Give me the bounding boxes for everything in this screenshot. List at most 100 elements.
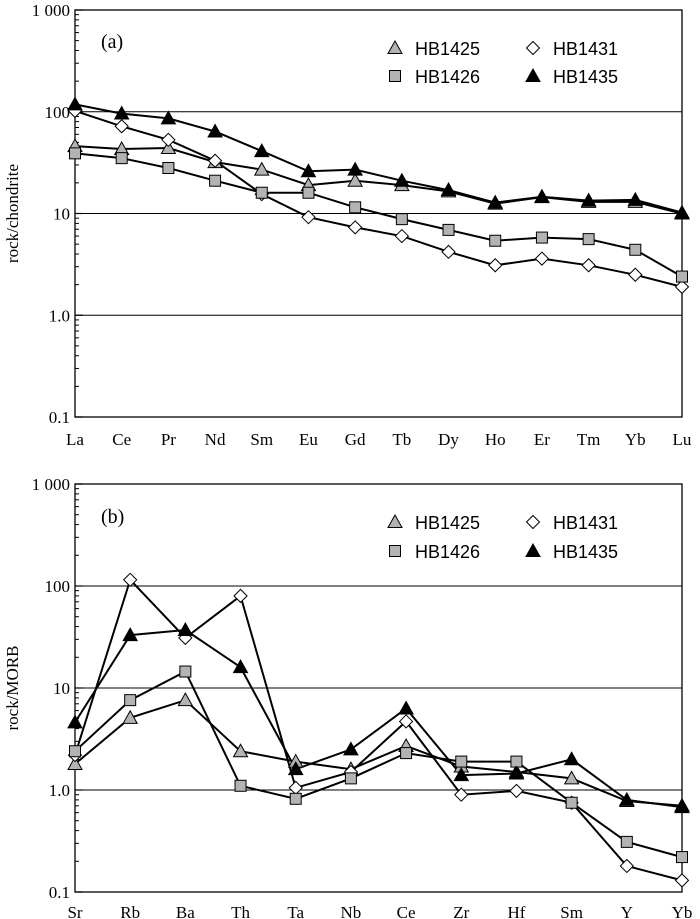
data-point-HB1425 xyxy=(232,743,249,758)
data-point-HB1426 xyxy=(400,747,413,760)
legend-label: HB1431 xyxy=(553,39,618,59)
series-line-HB1431 xyxy=(74,109,683,288)
data-point-HB1426 xyxy=(302,186,315,199)
data-point-HB1425 xyxy=(347,172,364,187)
data-point-HB1426 xyxy=(510,755,523,768)
legend-marker-HB1426 xyxy=(389,70,401,82)
x-tick-label: Pr xyxy=(161,430,176,449)
x-tick-label: La xyxy=(66,430,84,449)
panel-label: (a) xyxy=(101,31,123,53)
data-point-HB1426 xyxy=(455,755,468,768)
data-point-HB1435 xyxy=(674,799,690,814)
y-tick-label: 1 000 xyxy=(32,475,70,494)
data-point-HB1431 xyxy=(233,588,248,604)
data-point-HB1431 xyxy=(207,153,223,168)
x-tick-label: Eu xyxy=(299,430,318,449)
data-point-HB1435 xyxy=(287,761,304,776)
x-tick-label: Y xyxy=(621,903,633,919)
data-point-HB1431 xyxy=(288,780,303,796)
x-tick-label: Sm xyxy=(250,430,273,449)
data-point-HB1435 xyxy=(343,741,359,756)
x-tick-label: Ce xyxy=(397,903,416,919)
x-tick-label: Er xyxy=(534,430,550,449)
data-point-HB1435 xyxy=(618,791,635,806)
data-point-HB1431 xyxy=(628,267,643,282)
y-tick-label: 0.1 xyxy=(49,883,70,902)
legend-marker-HB1435 xyxy=(525,542,541,557)
data-point-HB1426 xyxy=(565,796,578,809)
series-line-HB1425 xyxy=(74,699,683,807)
data-point-HB1435 xyxy=(440,182,457,197)
x-tick-label: Ta xyxy=(287,903,304,919)
data-point-HB1435 xyxy=(453,767,470,782)
x-tick-label: Sm xyxy=(560,903,583,919)
legend-marker-HB1425 xyxy=(387,513,403,528)
series-line-HB1435 xyxy=(74,628,683,809)
x-tick-label: Tm xyxy=(577,430,601,449)
data-point-HB1426 xyxy=(69,147,81,160)
y-axis-label: rock/MORB xyxy=(3,646,22,731)
data-point-HB1426 xyxy=(344,772,357,785)
data-point-HB1425 xyxy=(67,755,83,770)
x-tick-label: Nd xyxy=(205,430,226,449)
x-tick-label: Ce xyxy=(112,430,131,449)
data-point-HB1426 xyxy=(179,665,192,678)
x-tick-label: Hf xyxy=(507,903,525,919)
data-point-HB1431 xyxy=(301,209,316,225)
y-tick-label: 1.0 xyxy=(49,306,70,325)
data-point-HB1425 xyxy=(122,709,139,724)
data-point-HB1431 xyxy=(161,132,176,148)
legend-label: HB1435 xyxy=(553,542,618,562)
data-point-HB1435 xyxy=(113,105,130,120)
data-point-HB1431 xyxy=(114,119,129,134)
data-point-HB1425 xyxy=(177,692,194,707)
data-point-HB1435 xyxy=(253,143,270,158)
data-point-HB1435 xyxy=(674,204,690,219)
data-point-HB1426 xyxy=(162,162,175,175)
data-point-HB1435 xyxy=(534,188,550,203)
x-tick-label: Ba xyxy=(176,903,195,919)
data-point-HB1435 xyxy=(580,192,597,207)
y-tick-label: 1.0 xyxy=(49,781,70,800)
legend-marker-HB1426 xyxy=(389,545,401,557)
legend-label: HB1425 xyxy=(415,39,480,59)
data-point-HB1435 xyxy=(160,110,177,125)
x-tick-label: Gd xyxy=(345,430,366,449)
data-point-HB1426 xyxy=(255,186,268,199)
x-tick-label: Lu xyxy=(673,430,692,449)
x-tick-label: Ho xyxy=(485,430,506,449)
y-tick-label: 100 xyxy=(45,103,71,122)
legend: HB1425 HB1431 HB1426 HB1435 xyxy=(387,513,618,562)
data-point-HB1435 xyxy=(300,163,317,178)
series-line-HB1425 xyxy=(74,145,683,215)
panel-a: 0.1 1.0 10 100 1 000 La Ce Pr Nd Sm Eu Gd Tb Dy Ho Er Tm… xyxy=(3,1,692,449)
data-point-HB1435 xyxy=(67,714,83,729)
data-point-HB1435 xyxy=(627,191,644,206)
data-point-HB1431 xyxy=(674,873,690,888)
data-point-HB1431 xyxy=(581,258,596,273)
data-point-HB1426 xyxy=(620,835,633,848)
x-tick-label: Nb xyxy=(341,903,362,919)
legend-label: HB1425 xyxy=(415,513,480,533)
panel-b: 0.1 1.0 10 100 1 000 Sr Rb Ba Th Ta Nb Ce Zr Hf Sm Y Yb r… xyxy=(3,475,692,919)
data-point-HB1431 xyxy=(488,258,503,273)
data-point-HB1431 xyxy=(674,279,690,295)
y-tick-label: 0.1 xyxy=(49,408,70,427)
x-tick-label: Rb xyxy=(120,903,140,919)
x-tick-label: Sr xyxy=(67,903,82,919)
data-point-HB1431 xyxy=(534,251,550,266)
panel-label: (b) xyxy=(101,506,124,528)
data-point-HB1426 xyxy=(489,234,502,247)
x-tick-label: Th xyxy=(231,903,250,919)
data-point-HB1435 xyxy=(347,161,364,176)
series-line-HB1426 xyxy=(74,152,683,278)
legend-marker-HB1431 xyxy=(525,514,541,530)
data-point-HB1435 xyxy=(563,751,580,766)
y-tick-label: 10 xyxy=(53,679,70,698)
data-point-HB1426 xyxy=(115,152,128,165)
data-point-HB1426 xyxy=(442,223,455,236)
data-point-HB1435 xyxy=(393,172,410,187)
x-tick-label: Yb xyxy=(672,903,693,919)
data-point-HB1431 xyxy=(347,220,363,235)
